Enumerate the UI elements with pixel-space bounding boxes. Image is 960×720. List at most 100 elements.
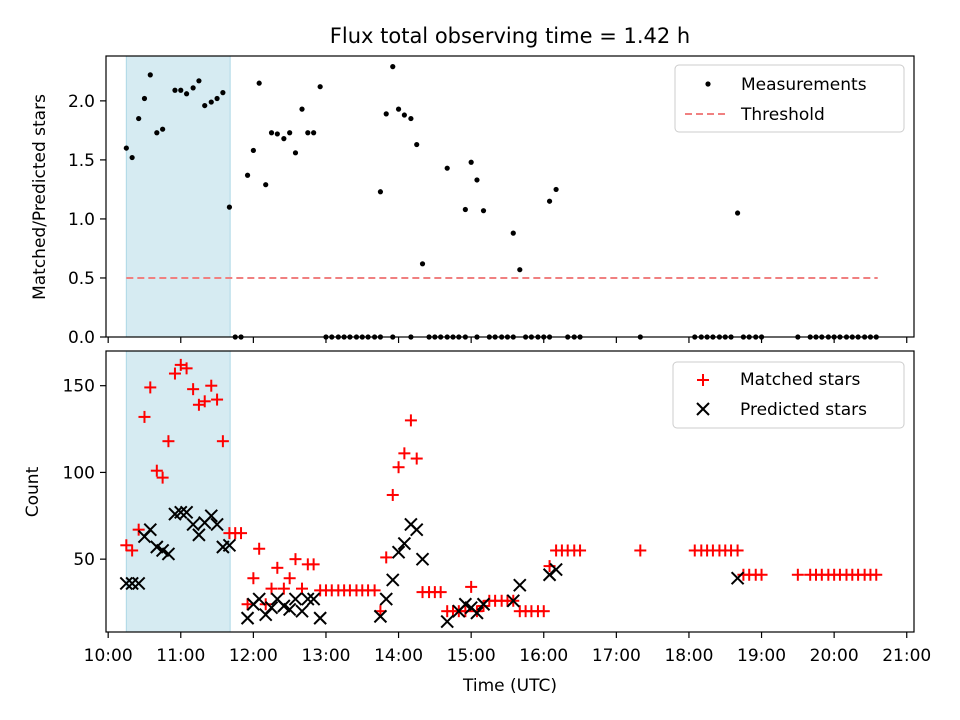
matched-star-point [307,558,320,571]
predicted-star-stroke [150,540,164,554]
measurement-point [395,106,402,112]
bottom-legend-box [672,361,905,429]
legend-threshold-label: Threshold [740,105,825,125]
matched-star-point [168,367,181,380]
legend-matched-marker [697,374,709,386]
measurement-point [311,130,317,136]
predicted-star-stroke [186,517,200,532]
measurement-point [196,78,202,84]
predicted-star-stroke [415,552,430,566]
shaded-span-rect [125,350,231,633]
predicted-star-point [240,611,255,625]
measurement-point [190,85,196,91]
predicted-star-stroke [295,604,309,618]
x-tick-label: 20:00 [810,646,859,666]
predicted-star-stroke [476,597,491,611]
predicted-star-point [264,601,279,615]
measurement-point [480,208,487,214]
measurement-point [274,131,280,137]
matched-star-point [731,544,744,557]
matched-star-point [241,598,254,611]
matched-star-point [277,582,290,595]
measurement-point [226,204,233,210]
predicted-star-stroke [386,573,400,587]
predicted-star-stroke [277,599,291,613]
predicted-star-point [549,562,563,577]
top-panel: 0.00.51.01.52.0 Matched/Predicted stars … [30,55,915,348]
predicted-star-stroke [155,543,170,558]
matched-star-point [265,582,278,595]
x-tick-label: 16:00 [519,646,568,666]
x-tick-label: 10:00 [84,646,133,666]
top-y-tick-label: 1.0 [68,210,95,230]
predicted-star-point [252,592,266,606]
matched-star-point [289,553,302,566]
matched-star-point [205,379,218,392]
predicted-star-stroke [270,592,285,606]
matched-star-point [386,488,399,501]
top-legend-box [674,64,905,133]
measurement-point [263,182,269,188]
predicted-star-point [288,592,303,606]
measurement-point [517,267,523,273]
measurement-point [129,154,135,161]
x-tick-label: 18:00 [664,646,713,666]
matched-star-point [434,586,447,599]
predicted-star-stroke [222,538,237,552]
matched-star-point [216,435,229,448]
measurement-point [414,141,420,148]
predicted-star-stroke [397,536,412,551]
measurement-point [408,115,414,122]
matched-star-point [271,561,284,574]
measurement-point [136,115,142,122]
measurement-point [154,130,160,136]
predicted-star-point [301,592,315,606]
predicted-star-point [222,538,237,552]
predicted-star-point [161,547,176,561]
x-tick-label: 19:00 [737,646,786,666]
legend-measurements-marker [705,81,711,87]
predicted-star-point [379,592,393,606]
measurement-point [214,95,220,102]
predicted-star-point [179,505,194,520]
predicted-star-point [410,522,424,537]
predicted-star-stroke [252,592,266,606]
measurement-point [419,261,426,267]
matched-star-point [537,605,550,618]
predicted-star-point [125,576,139,591]
predicted-star-stroke [119,576,134,591]
top-y-ticks: 0.0 0.5 1.0 1.5 2.0 [68,92,106,348]
measurement-point [468,159,474,165]
predicted-star-stroke [313,611,327,625]
measurement-point [256,80,262,86]
measurement-point [305,130,311,136]
top-y-label: Matched/Predicted stars [30,94,50,300]
top-y-tick-label: 0.5 [68,269,95,289]
measurement-point [292,150,299,156]
top-points [123,64,879,340]
matched-star-point [465,580,478,593]
matched-star-point [126,544,139,557]
predicted-star-stroke [174,505,188,520]
matched-star-point [477,599,490,612]
measurement-point [317,84,323,90]
measurement-point [208,99,214,105]
measurement-point [250,147,256,154]
top-x-ticks [107,337,908,343]
measurement-point [734,210,741,216]
matched-star-point [404,414,417,427]
predicted-star-stroke [730,571,745,585]
matched-star-point [574,544,587,557]
predicted-star-point [470,606,484,620]
top-y-tick-label: 1.5 [68,151,95,171]
legend-predicted-label: Predicted stars [740,400,867,420]
bottom-y-tick-label: 150 [63,377,95,397]
measurement-point [147,72,153,78]
predicted-star-point [143,522,157,537]
legend-measurements-label: Measurements [741,75,867,95]
predicted-star-stroke [301,592,315,606]
measurement-point [220,90,226,96]
predicted-star-point [119,576,134,591]
bottom-y-ticks: 50 100 150 [63,377,106,570]
